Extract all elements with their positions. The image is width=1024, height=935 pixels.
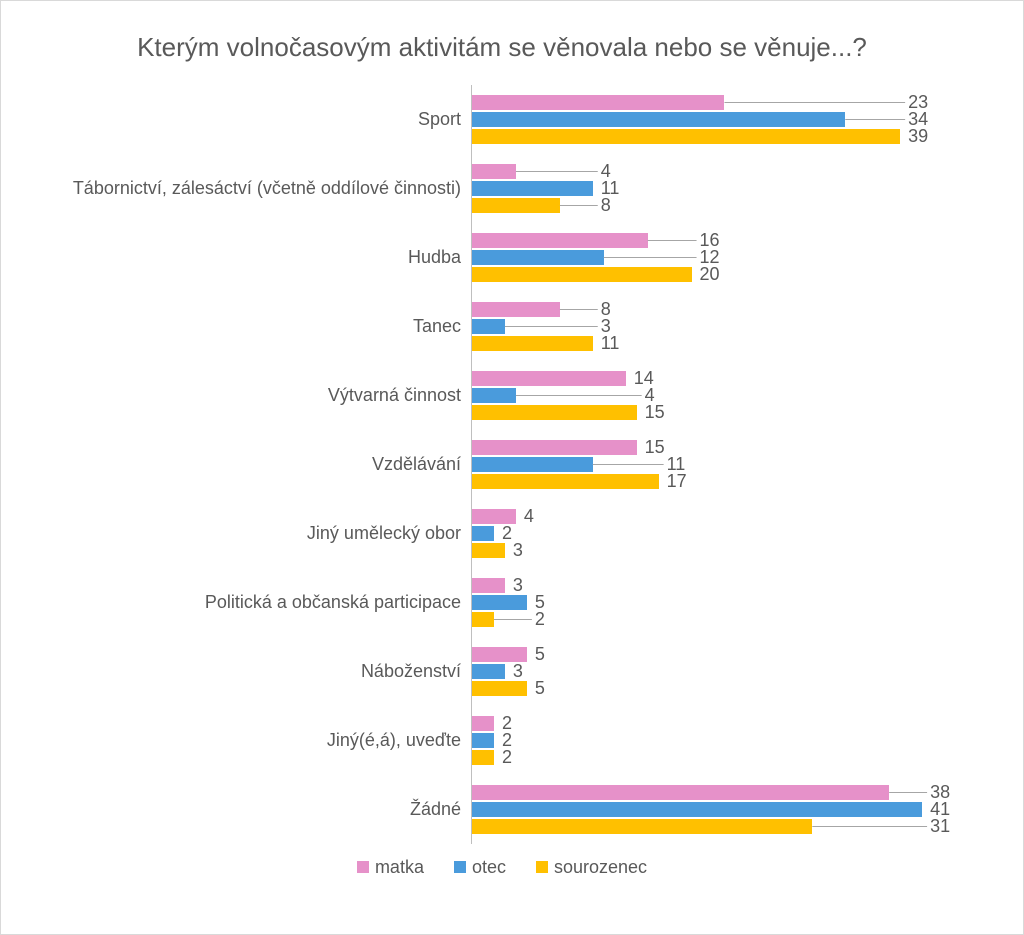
- legend-item: matka: [357, 857, 424, 878]
- leader-lines: [472, 223, 983, 292]
- bars-zone: 222: [471, 706, 983, 775]
- category-label: Náboženství: [21, 661, 471, 682]
- category-label: Politická a občanská participace: [21, 592, 471, 613]
- leader-lines: [472, 430, 983, 499]
- chart-container: Kterým volnočasovým aktivitám se věnoval…: [0, 0, 1024, 935]
- leader-lines: [472, 154, 983, 223]
- category-group: Žádné384131: [21, 775, 983, 844]
- category-label: Jiný(é,á), uveďte: [21, 730, 471, 751]
- category-group: Výtvarná činnost14415: [21, 361, 983, 430]
- bars-zone: 384131: [471, 775, 983, 844]
- category-group: Tábornictví, zálesáctví (včetně oddílové…: [21, 154, 983, 223]
- leader-lines: [472, 568, 983, 637]
- category-label: Sport: [21, 109, 471, 130]
- category-group: Sport233439: [21, 85, 983, 154]
- category-label: Hudba: [21, 247, 471, 268]
- chart-title: Kterým volnočasovým aktivitám se věnoval…: [81, 31, 923, 65]
- legend-item: sourozenec: [536, 857, 647, 878]
- bars-zone: 535: [471, 637, 983, 706]
- bars-zone: 151117: [471, 430, 983, 499]
- category-label: Tanec: [21, 316, 471, 337]
- category-label: Tábornictví, zálesáctví (včetně oddílové…: [21, 178, 471, 199]
- legend: matka otec sourozenec: [21, 857, 983, 878]
- category-label: Vzdělávání: [21, 454, 471, 475]
- bars-zone: 352: [471, 568, 983, 637]
- category-group: Hudba161220: [21, 223, 983, 292]
- leader-lines: [472, 706, 983, 775]
- category-label: Jiný umělecký obor: [21, 523, 471, 544]
- category-label: Žádné: [21, 799, 471, 820]
- bars-zone: 233439: [471, 85, 983, 154]
- legend-swatch: [357, 861, 369, 873]
- bars-zone: 8311: [471, 292, 983, 361]
- category-group: Náboženství535: [21, 637, 983, 706]
- bars-zone: 161220: [471, 223, 983, 292]
- leader-lines: [472, 637, 983, 706]
- leader-lines: [472, 775, 983, 844]
- category-group: Jiný umělecký obor423: [21, 499, 983, 568]
- leader-lines: [472, 85, 983, 154]
- legend-item: otec: [454, 857, 506, 878]
- legend-swatch: [536, 861, 548, 873]
- plot-area: Sport233439 Tábornictví, zálesáctví (včet…: [21, 85, 983, 845]
- legend-label: sourozenec: [554, 857, 647, 878]
- category-group: Jiný(é,á), uveďte222: [21, 706, 983, 775]
- category-group: Vzdělávání151117: [21, 430, 983, 499]
- category-label: Výtvarná činnost: [21, 385, 471, 406]
- category-group: Tanec8311: [21, 292, 983, 361]
- legend-label: matka: [375, 857, 424, 878]
- legend-label: otec: [472, 857, 506, 878]
- leader-lines: [472, 292, 983, 361]
- bars-zone: 423: [471, 499, 983, 568]
- category-group: Politická a občanská participace352: [21, 568, 983, 637]
- bars-zone: 14415: [471, 361, 983, 430]
- bars-zone: 4118: [471, 154, 983, 223]
- legend-swatch: [454, 861, 466, 873]
- leader-lines: [472, 499, 983, 568]
- leader-lines: [472, 361, 983, 430]
